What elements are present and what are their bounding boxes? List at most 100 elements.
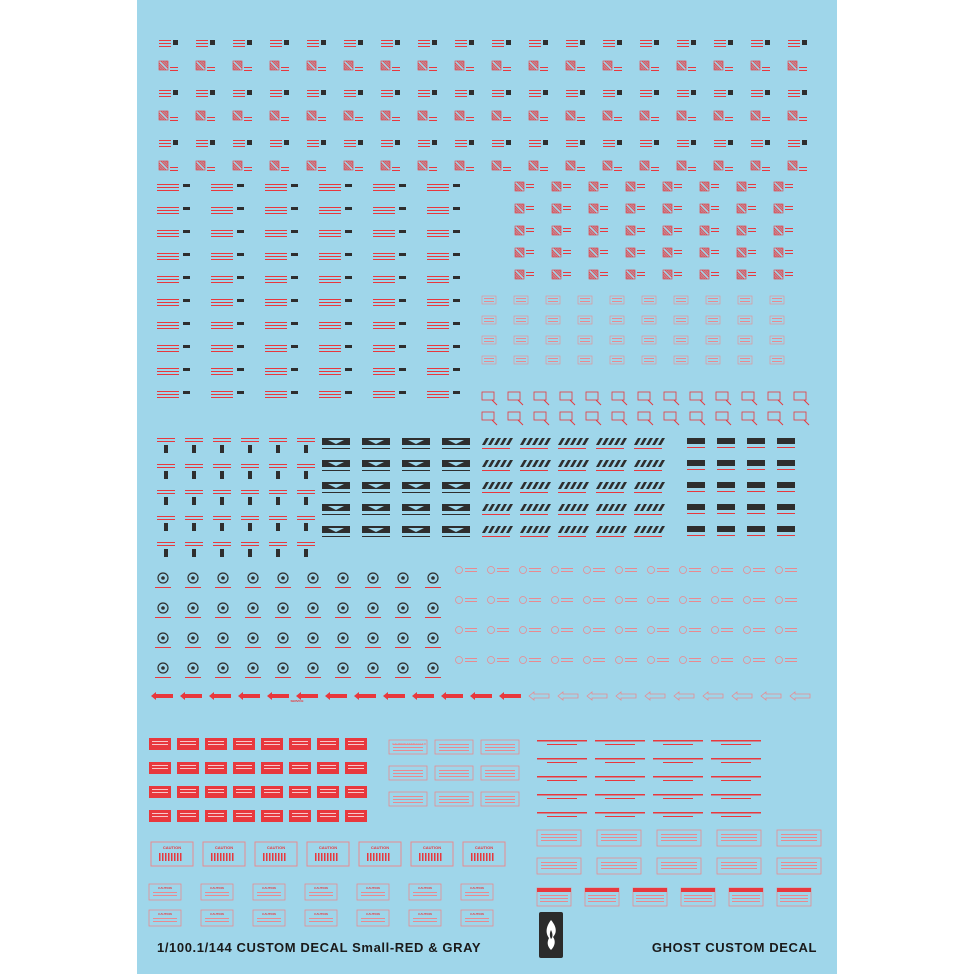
target-dot	[341, 666, 345, 670]
hatch-stripe	[514, 232, 518, 236]
decal-text-line	[465, 598, 477, 599]
decal-text-line	[788, 146, 800, 147]
barcode-bar	[419, 853, 421, 861]
decal-text-line	[485, 802, 515, 803]
decal-text-line	[674, 250, 682, 251]
decal-text-line	[373, 391, 395, 392]
caution-label: CAUTION	[371, 845, 389, 850]
decal-text-line	[516, 361, 526, 362]
decal-text-line	[159, 90, 171, 91]
service-arrow	[441, 692, 463, 700]
hatch-stripe	[752, 110, 761, 119]
decal-text-line	[688, 167, 696, 168]
hatch-stripe	[645, 160, 650, 165]
decal-text-line	[429, 120, 437, 121]
decal-text-line	[297, 441, 315, 442]
hatch-stripe	[743, 203, 747, 207]
stripe-bar	[564, 504, 571, 511]
hatch-stripe	[232, 66, 237, 71]
hatch-box	[787, 60, 798, 71]
hatch-stripe	[594, 247, 599, 252]
decal-text-line	[213, 441, 231, 442]
pink-ring	[679, 626, 687, 634]
pink-box	[641, 315, 657, 325]
hatch-box	[514, 269, 525, 280]
decal-text-line	[297, 490, 315, 491]
decal-text-line	[152, 792, 168, 793]
red-rule	[653, 740, 703, 742]
hatch-stripe	[773, 232, 777, 236]
decal-text-line	[319, 371, 341, 372]
hatch-stripe	[232, 164, 239, 171]
hatch-box	[787, 160, 798, 171]
decal-text-line	[373, 302, 395, 303]
pink-plate	[776, 829, 822, 847]
hatch-stripe	[565, 116, 570, 121]
decal-text-line	[257, 895, 281, 896]
decal-text-line	[625, 601, 637, 602]
barcode-bar	[333, 853, 335, 861]
hatch-stripe	[787, 117, 791, 121]
hatch-stripe	[602, 116, 607, 121]
hatch-stripe	[454, 64, 461, 71]
decal-text-line	[373, 371, 395, 372]
hatch-box	[625, 247, 636, 258]
hatch-stripe	[386, 60, 391, 65]
decal-text-line	[541, 840, 577, 841]
hatch-stripe	[625, 183, 634, 192]
target-dot	[341, 606, 345, 610]
decal-text-line	[429, 67, 437, 68]
hatch-stripe	[343, 66, 348, 71]
pink-ring	[775, 596, 783, 604]
decal-text-line	[381, 146, 393, 147]
decal-text-line	[233, 93, 245, 94]
target-dot	[341, 636, 345, 640]
hatch-stripe	[662, 188, 666, 192]
decal-text-line	[265, 345, 287, 346]
gray-block	[469, 90, 474, 95]
hatch-stripe	[701, 247, 710, 256]
hatch-stripe	[516, 225, 525, 234]
caution-keep-clear-plate	[480, 739, 520, 755]
hatch-stripe	[310, 160, 317, 167]
decal-text-line	[427, 328, 449, 329]
target-ring	[277, 632, 289, 644]
hatch-stripe	[588, 271, 597, 280]
plate-notch	[448, 506, 464, 510]
hatch-stripe	[662, 187, 667, 192]
pink-ring	[455, 596, 463, 604]
hatch-stripe	[777, 269, 784, 276]
target-ring	[307, 572, 319, 584]
decal-text-line	[540, 898, 568, 899]
target-ring	[187, 632, 199, 644]
plate-line	[362, 514, 390, 515]
plate-notch	[448, 528, 464, 532]
decal-text-line	[485, 773, 515, 774]
red-rule	[711, 794, 761, 796]
decal-text-line	[319, 256, 341, 257]
pink-plate	[776, 857, 822, 875]
hatch-stripe	[158, 112, 167, 121]
gray-post	[276, 471, 280, 479]
hatch-stripe	[664, 269, 673, 278]
decal-text-line	[185, 587, 201, 588]
hatch-stripe	[794, 160, 798, 164]
gray-plate-small	[747, 504, 765, 510]
decal-text-line	[319, 282, 341, 283]
hatch-stripe	[777, 203, 784, 210]
decal-text-line	[721, 837, 757, 838]
hatch-stripe	[160, 60, 169, 69]
decal-text-line	[213, 545, 231, 546]
barcode-bar	[474, 853, 476, 861]
hatch-stripe	[629, 225, 636, 232]
hatch-stripe	[592, 203, 599, 210]
hatch-stripe	[666, 269, 673, 276]
target-dot	[311, 606, 315, 610]
hatch-stripe	[588, 209, 593, 214]
decal-text-line	[319, 305, 341, 306]
decal-text-line	[540, 117, 548, 118]
decal-text-line	[593, 631, 605, 632]
stripe-bar	[488, 460, 495, 467]
hatch-stripe	[534, 60, 539, 65]
stripe-bar	[576, 438, 583, 445]
